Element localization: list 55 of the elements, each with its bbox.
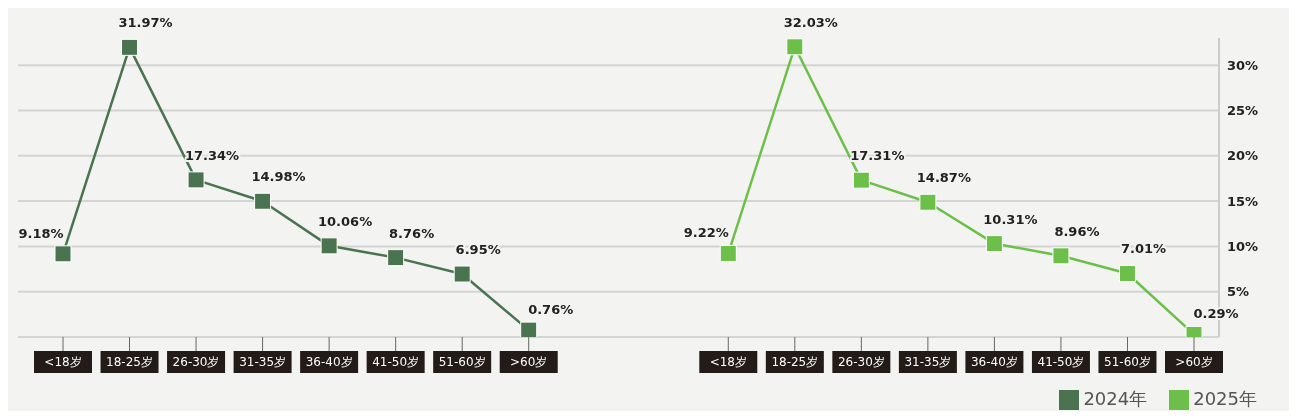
data-label: 31.97% [118,15,173,31]
legend-label: 2024年 [1083,388,1148,409]
point [1052,247,1070,265]
y-tick-label: 10% [1227,239,1259,255]
point [985,235,1003,253]
x-tick-label: 26-30岁 [837,355,885,369]
y-tick-label: 15% [1227,193,1259,209]
x-tick-label: 41-50岁 [1037,355,1085,369]
x-tick-label: 31-35岁 [904,355,952,369]
point [919,193,937,211]
data-label: 17.34% [184,147,240,163]
point [121,38,139,56]
x-tick-label: 51-60岁 [1104,355,1151,369]
y-tick-label: 5% [1227,284,1250,300]
data-label: 14.87% [916,170,971,186]
point [453,265,471,283]
data-label: 17.31% [850,148,905,164]
x-tick-label: 36-40岁 [305,355,353,369]
data-label: 8.76% [389,225,435,241]
point [54,245,72,263]
x-tick-label: >60岁 [1175,355,1213,369]
y-tick-label: 25% [1227,103,1259,119]
x-tick-label: 51-60岁 [438,355,486,369]
point [852,171,870,189]
y-tick-label: 20% [1227,148,1259,164]
data-label: 8.96% [1054,223,1100,239]
data-label: 9.18% [18,225,64,241]
point [719,244,737,262]
x-tick-label: 18-25岁 [106,355,153,369]
data-label: 7.01% [1120,241,1167,257]
data-label: 0.29% [1193,306,1239,322]
point [387,249,405,267]
x-tick-label: <18岁 [709,355,747,369]
point [1118,264,1136,282]
data-label: 9.22% [683,225,729,241]
x-tick-label: 26-30岁 [172,355,220,369]
x-tick-label: 18-25岁 [771,355,819,369]
data-label: 10.06% [318,213,373,229]
point [320,237,338,255]
data-label: 0.76% [528,302,574,318]
x-tick-label: 31-35岁 [239,355,287,369]
data-label: 10.31% [983,211,1038,227]
x-tick-label: <18岁 [44,355,82,369]
y-tick-label: 30% [1227,57,1259,73]
legend-label: 2025年 [1193,388,1257,409]
data-label: 6.95% [455,242,501,258]
data-label: 32.03% [783,14,838,30]
point [254,192,272,210]
x-tick-label: 36-40岁 [970,355,1018,369]
point [786,38,804,56]
x-tick-label: >60岁 [510,355,548,369]
data-label: 14.98% [251,169,306,185]
point [520,321,538,337]
point [187,171,205,189]
x-tick-label: 41-50岁 [372,355,420,369]
